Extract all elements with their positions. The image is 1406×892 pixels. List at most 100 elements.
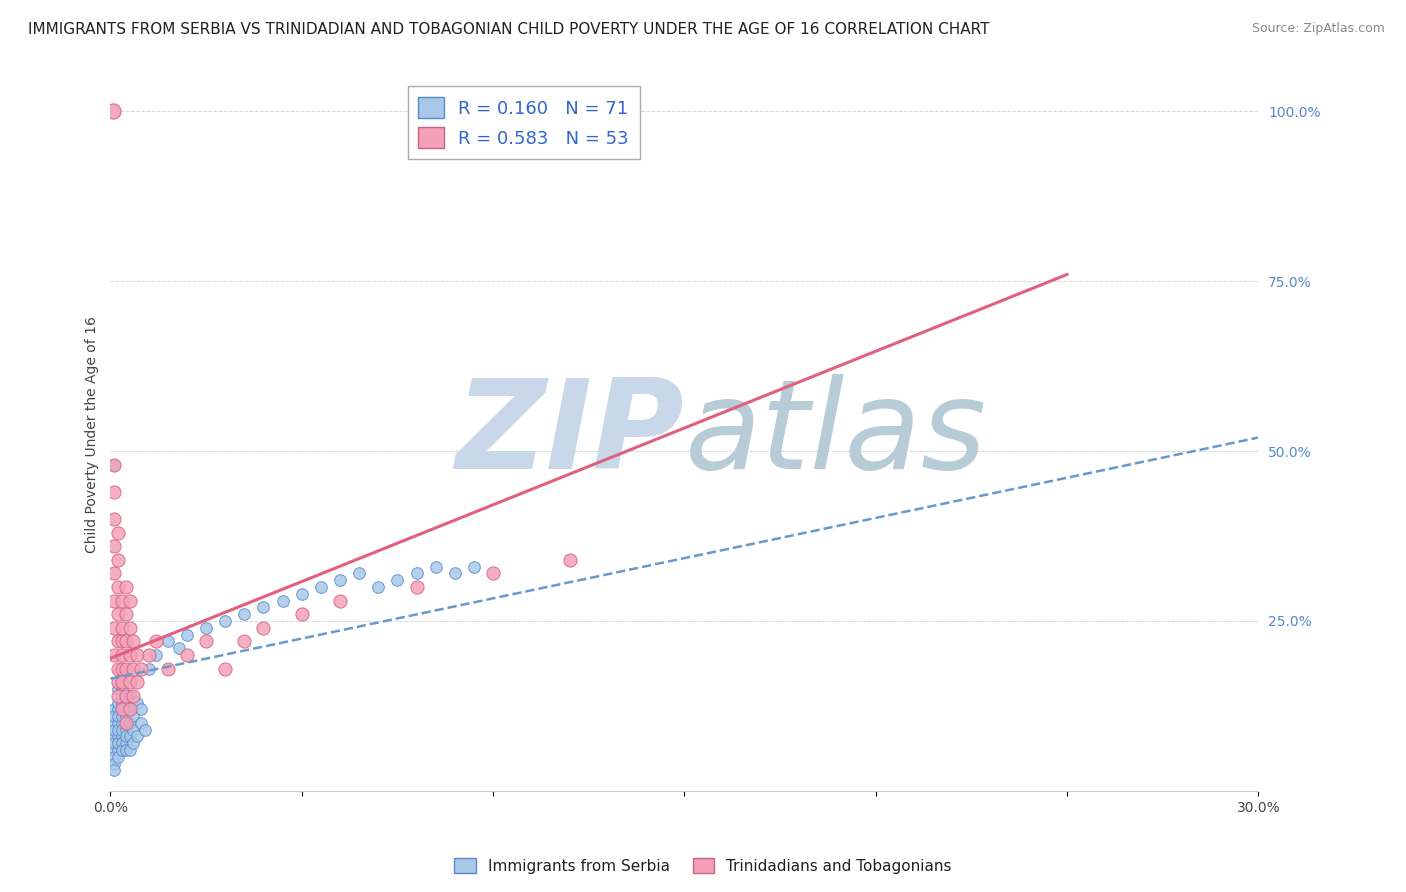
- Point: [103, 715, 125, 730]
- Point: [103, 458, 125, 472]
- Point: [107, 730, 129, 744]
- Point: [252, 600, 274, 615]
- Text: atlas: atlas: [685, 374, 987, 495]
- Point: [114, 723, 136, 737]
- Point: [111, 681, 134, 696]
- Point: [463, 559, 485, 574]
- Point: [114, 607, 136, 622]
- Point: [103, 723, 125, 737]
- Point: [176, 648, 198, 662]
- Point: [107, 743, 129, 757]
- Point: [118, 715, 141, 730]
- Legend: R = 0.160   N = 71, R = 0.583   N = 53: R = 0.160 N = 71, R = 0.583 N = 53: [408, 87, 640, 159]
- Point: [107, 525, 129, 540]
- Point: [111, 689, 134, 703]
- Point: [156, 634, 179, 648]
- Point: [118, 593, 141, 607]
- Point: [103, 512, 125, 526]
- Point: [129, 715, 152, 730]
- Point: [405, 580, 427, 594]
- Point: [111, 593, 134, 607]
- Point: [107, 709, 129, 723]
- Point: [114, 730, 136, 744]
- Point: [103, 750, 125, 764]
- Point: [118, 648, 141, 662]
- Point: [214, 661, 236, 675]
- Point: [103, 743, 125, 757]
- Point: [176, 627, 198, 641]
- Point: [291, 607, 314, 622]
- Point: [118, 730, 141, 744]
- Point: [482, 566, 505, 581]
- Point: [405, 566, 427, 581]
- Point: [103, 709, 125, 723]
- Point: [329, 593, 352, 607]
- Point: [103, 736, 125, 750]
- Point: [387, 573, 409, 587]
- Point: [134, 723, 156, 737]
- Point: [107, 702, 129, 716]
- Point: [111, 648, 134, 662]
- Point: [103, 648, 125, 662]
- Point: [118, 621, 141, 635]
- Point: [103, 104, 125, 119]
- Point: [443, 566, 465, 581]
- Point: [111, 696, 134, 710]
- Point: [107, 681, 129, 696]
- Point: [558, 553, 581, 567]
- Point: [114, 696, 136, 710]
- Point: [114, 715, 136, 730]
- Point: [114, 736, 136, 750]
- Point: [127, 730, 149, 744]
- Legend: Immigrants from Serbia, Trinidadians and Tobagonians: Immigrants from Serbia, Trinidadians and…: [449, 852, 957, 880]
- Point: [107, 689, 129, 703]
- Point: [111, 702, 134, 716]
- Point: [103, 756, 125, 771]
- Point: [103, 593, 125, 607]
- Point: [111, 661, 134, 675]
- Point: [114, 709, 136, 723]
- Point: [122, 689, 145, 703]
- Text: Source: ZipAtlas.com: Source: ZipAtlas.com: [1251, 22, 1385, 36]
- Point: [329, 573, 352, 587]
- Point: [107, 661, 129, 675]
- Point: [367, 580, 389, 594]
- Point: [107, 580, 129, 594]
- Point: [127, 675, 149, 690]
- Point: [347, 566, 370, 581]
- Point: [111, 675, 134, 690]
- Point: [122, 709, 145, 723]
- Point: [107, 715, 129, 730]
- Point: [107, 634, 129, 648]
- Point: [114, 715, 136, 730]
- Point: [425, 559, 447, 574]
- Point: [107, 750, 129, 764]
- Point: [309, 580, 332, 594]
- Y-axis label: Child Poverty Under the Age of 16: Child Poverty Under the Age of 16: [86, 316, 100, 552]
- Point: [111, 634, 134, 648]
- Point: [103, 539, 125, 553]
- Point: [111, 723, 134, 737]
- Point: [127, 696, 149, 710]
- Point: [103, 621, 125, 635]
- Point: [111, 715, 134, 730]
- Point: [138, 661, 160, 675]
- Point: [127, 648, 149, 662]
- Point: [114, 743, 136, 757]
- Point: [114, 634, 136, 648]
- Point: [118, 689, 141, 703]
- Point: [114, 580, 136, 594]
- Point: [195, 621, 218, 635]
- Point: [111, 736, 134, 750]
- Point: [122, 661, 145, 675]
- Point: [118, 675, 141, 690]
- Point: [271, 593, 294, 607]
- Point: [111, 709, 134, 723]
- Point: [103, 702, 125, 716]
- Point: [107, 675, 129, 690]
- Point: [111, 621, 134, 635]
- Point: [122, 736, 145, 750]
- Point: [107, 553, 129, 567]
- Point: [129, 661, 152, 675]
- Point: [122, 723, 145, 737]
